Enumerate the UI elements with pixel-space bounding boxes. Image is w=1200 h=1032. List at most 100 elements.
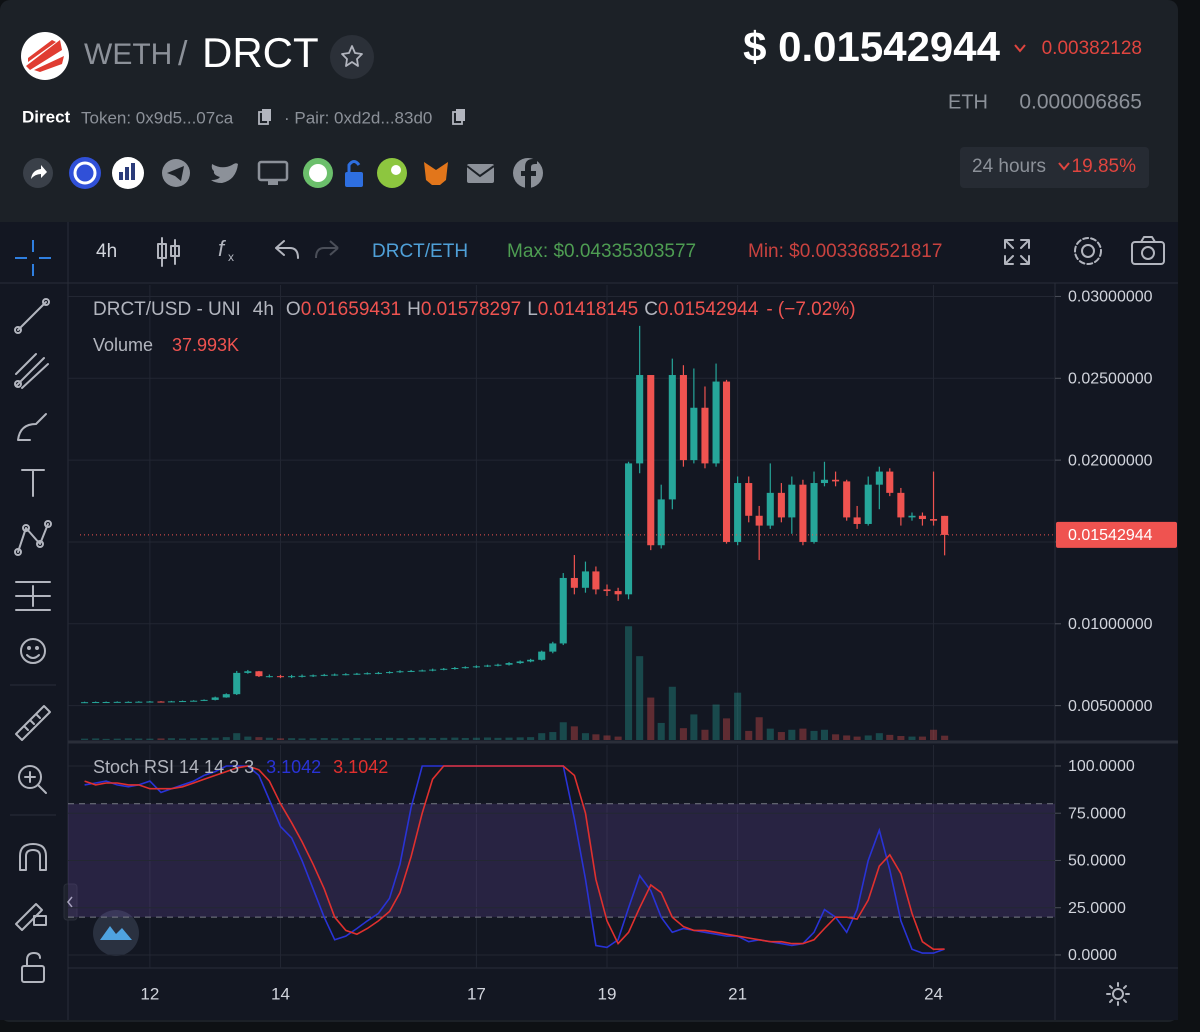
axis-settings[interactable] bbox=[1106, 982, 1130, 1006]
x-tick-label: 19 bbox=[598, 984, 617, 1003]
candle-body bbox=[124, 701, 132, 703]
volume-bar bbox=[941, 735, 949, 740]
volume-bar bbox=[102, 738, 110, 740]
candle-body bbox=[722, 381, 731, 542]
candle-body bbox=[690, 407, 698, 461]
candle-body bbox=[92, 702, 100, 704]
settings-button[interactable] bbox=[1074, 237, 1102, 265]
redo-button[interactable] bbox=[315, 240, 339, 259]
volume-bar bbox=[853, 736, 861, 740]
volume-bar bbox=[320, 738, 328, 740]
candle-body bbox=[799, 484, 807, 542]
candle-body bbox=[668, 375, 676, 500]
candle-body bbox=[211, 697, 219, 700]
candle-body bbox=[701, 407, 709, 464]
candle-body bbox=[135, 701, 143, 703]
candle-body bbox=[875, 471, 883, 485]
legend-c: C bbox=[644, 299, 658, 320]
interval-button[interactable]: 4h bbox=[96, 241, 117, 262]
indicators-button[interactable]: f bbox=[218, 236, 227, 261]
volume-bar bbox=[592, 734, 600, 740]
candle-body bbox=[897, 492, 905, 518]
candle-body bbox=[461, 667, 469, 669]
volume-bar bbox=[407, 737, 415, 740]
y-tick-label: 0.01000000 bbox=[1068, 616, 1153, 633]
candle-body bbox=[603, 589, 611, 592]
rsi-tick-label: 0.0000 bbox=[1068, 947, 1117, 964]
candle-body bbox=[766, 492, 774, 526]
rsi-tick-label: 50.0000 bbox=[1068, 853, 1126, 870]
copy-pair[interactable] bbox=[452, 109, 465, 125]
candle-body bbox=[113, 701, 121, 703]
candle-body bbox=[636, 375, 644, 464]
collapse-tab[interactable] bbox=[63, 883, 78, 921]
candle-body bbox=[929, 519, 938, 521]
volume-bar bbox=[288, 738, 296, 740]
candle-body bbox=[298, 675, 306, 677]
volume-bar bbox=[255, 737, 263, 740]
quote-switch[interactable]: DRCT/ETH bbox=[372, 241, 468, 262]
legend-o: O bbox=[286, 299, 301, 320]
volume-bar bbox=[472, 737, 480, 740]
volume-bar bbox=[386, 737, 394, 740]
y-tick-label: 0.02000000 bbox=[1068, 452, 1153, 469]
volume-value: 37.993K bbox=[172, 335, 239, 355]
volume-bar bbox=[244, 736, 252, 740]
indicators-button-sub: x bbox=[228, 250, 234, 264]
candle-body bbox=[233, 672, 241, 695]
candle-body bbox=[777, 492, 785, 518]
volume-bar bbox=[505, 737, 513, 740]
candle-body bbox=[592, 571, 600, 590]
candle-body bbox=[549, 643, 557, 652]
rsi-title: Stoch RSI 14 14 3 3 bbox=[93, 757, 254, 777]
candle-body bbox=[167, 701, 175, 703]
volume-bar bbox=[451, 737, 459, 740]
copy-token[interactable] bbox=[258, 109, 271, 125]
volume-bar bbox=[843, 735, 851, 740]
drawing-tools[interactable] bbox=[10, 240, 56, 983]
favorite-button[interactable] bbox=[330, 35, 374, 79]
volume-bar bbox=[722, 718, 731, 740]
volume-bar bbox=[200, 737, 208, 740]
volume-bar bbox=[875, 733, 883, 740]
down-arrow bbox=[1014, 44, 1026, 53]
x-tick-label: 17 bbox=[467, 984, 486, 1003]
candle-body bbox=[647, 375, 655, 546]
candles-button[interactable] bbox=[157, 237, 180, 267]
x-tick-label: 21 bbox=[728, 984, 747, 1003]
candle-body bbox=[918, 515, 926, 520]
eth-price: 0.000006865 bbox=[1019, 91, 1142, 114]
volume-bar bbox=[309, 738, 317, 740]
candle-body bbox=[102, 702, 110, 704]
candle-body bbox=[265, 676, 273, 678]
volume-bar bbox=[483, 737, 492, 740]
candle-body bbox=[679, 375, 687, 461]
candle-body bbox=[363, 673, 371, 675]
candle-body bbox=[853, 517, 861, 524]
volume-bar bbox=[679, 728, 687, 740]
volume-bar bbox=[440, 737, 448, 740]
candle-body bbox=[864, 484, 872, 524]
plot bbox=[80, 325, 1055, 954]
rsi-tick-label: 75.0000 bbox=[1068, 805, 1126, 822]
min-price: Min: $0.003368521817 bbox=[748, 241, 942, 262]
volume-bar bbox=[265, 737, 273, 740]
social-icons[interactable] bbox=[23, 157, 543, 189]
candle-body bbox=[505, 663, 513, 665]
y-tick-label: 0.03000000 bbox=[1068, 289, 1153, 306]
volume-bar bbox=[929, 729, 938, 740]
legend-h: H bbox=[407, 299, 421, 320]
snapshot-button[interactable] bbox=[1131, 236, 1165, 265]
rsi-legend: Stoch RSI 14 14 3 3 3.1042 3.1042 bbox=[93, 757, 388, 777]
period-box[interactable] bbox=[960, 147, 1149, 188]
pair-address: · Pair: 0xd2d...83d0 bbox=[284, 108, 432, 127]
volume-bar bbox=[668, 686, 676, 740]
rsi-tick-label: 100.0000 bbox=[1068, 758, 1135, 775]
tradingview-logo[interactable] bbox=[93, 910, 139, 956]
undo-button[interactable] bbox=[275, 240, 299, 259]
fullscreen-button[interactable] bbox=[1004, 239, 1030, 265]
candle-body bbox=[342, 674, 350, 676]
candle-body bbox=[755, 515, 763, 526]
